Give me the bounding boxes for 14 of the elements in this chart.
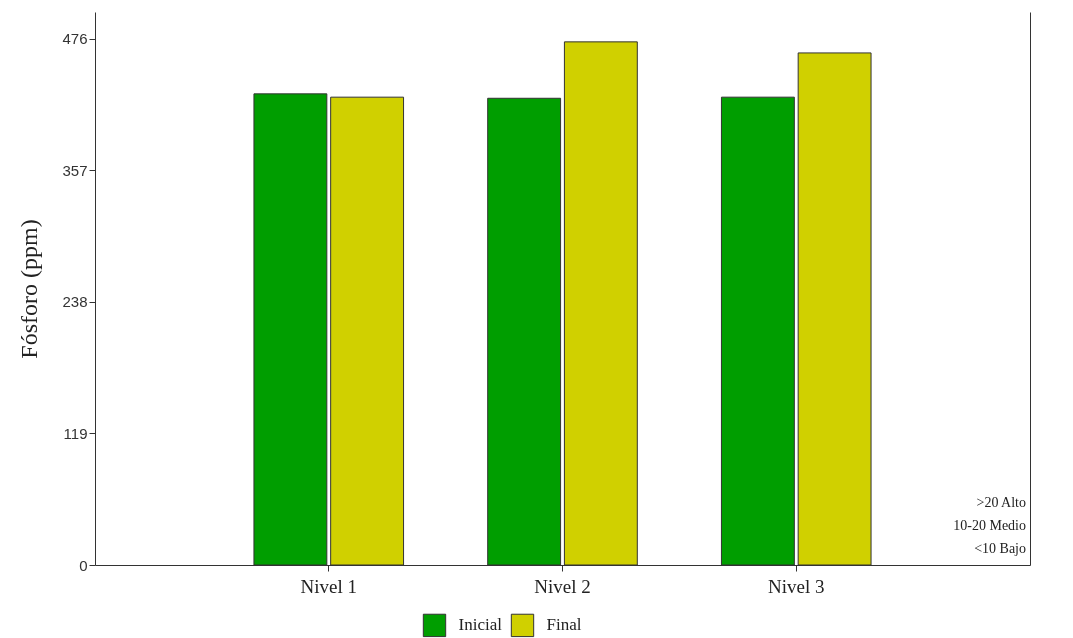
x-tick-label: Nivel 3	[768, 575, 825, 597]
y-tick-label: 119	[63, 424, 88, 442]
y-axis-title: Fósforo (ppm)	[16, 219, 43, 359]
x-tick-label: Nivel 1	[300, 575, 357, 597]
y-tick-label: 238	[62, 293, 88, 311]
legend-label: Inicial	[458, 615, 503, 635]
annotation: <10 Bajo	[974, 541, 1026, 556]
legend-label: Final	[546, 615, 582, 635]
annotation: 10-20 Medio	[953, 518, 1026, 533]
y-tick-label: 357	[62, 161, 88, 179]
x-tick-label: Nivel 2	[534, 575, 591, 597]
y-tick-label: 476	[62, 30, 88, 48]
annotation: >20 Alto	[976, 495, 1026, 510]
y-tick-label: 0	[79, 556, 88, 574]
